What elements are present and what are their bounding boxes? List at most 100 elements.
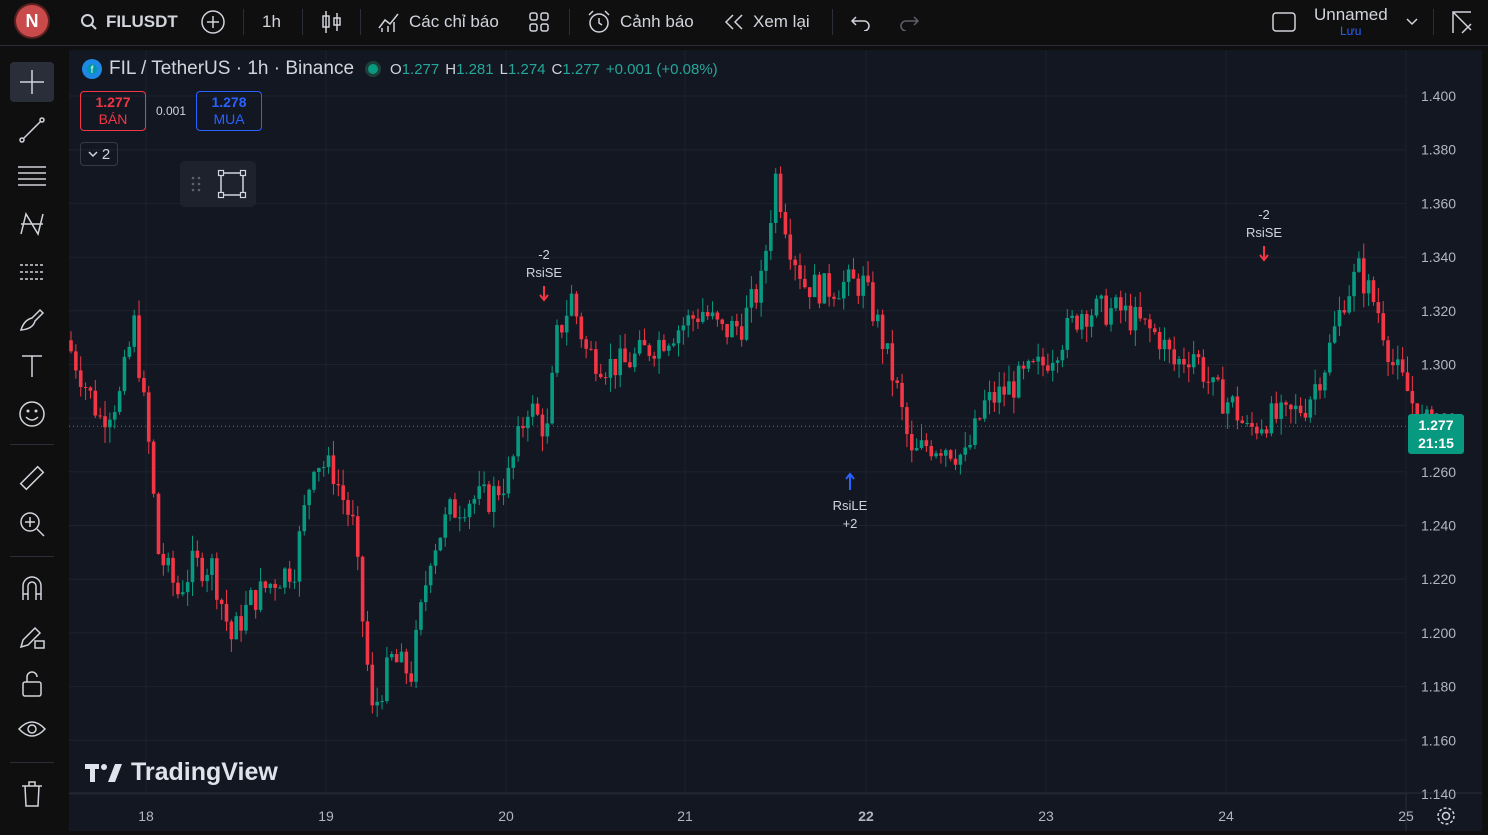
layout-name-button[interactable]: Unnamed Lưu [1314, 5, 1404, 37]
buy-button[interactable]: 1.278 MUA [196, 91, 262, 131]
candle-body [739, 326, 744, 340]
chart-pane[interactable]: 1.4001.3801.3601.3401.3201.3001.2801.260… [69, 50, 1482, 831]
tradingview-logo-icon [85, 763, 122, 782]
candle-body [788, 234, 793, 260]
candle-body [885, 343, 890, 350]
replay-button[interactable]: Xem lại [723, 0, 810, 44]
templates-button[interactable] [528, 0, 550, 44]
signal-name-label: RsiLE [833, 498, 868, 513]
undo-button[interactable] [850, 0, 872, 44]
candle-body [297, 531, 302, 582]
indicators-button[interactable]: Các chỉ báo [377, 0, 499, 44]
candle-body [1337, 309, 1342, 327]
drag-handle-icon[interactable] [186, 172, 206, 196]
candle-body [749, 289, 754, 308]
svg-text:f: f [91, 65, 94, 76]
candle-body [1041, 356, 1045, 366]
candle-body [1026, 361, 1031, 369]
candle-body [1269, 403, 1274, 434]
candle-body [1357, 258, 1361, 272]
candle-body [1352, 271, 1356, 297]
candle-body [914, 447, 919, 451]
hide-drawings-tool[interactable] [10, 710, 54, 750]
candle-body [462, 517, 467, 519]
candle-body [744, 307, 749, 340]
candle-body [1104, 295, 1108, 325]
delete-drawings-tool[interactable] [10, 774, 54, 814]
text-tool[interactable] [10, 346, 54, 386]
candle-body [861, 275, 865, 296]
redo-button[interactable] [898, 0, 920, 44]
price-tick-label: 1.200 [1421, 625, 1456, 641]
legend-title[interactable]: FIL / TetherUS · 1h · Binance [109, 58, 355, 79]
candle-body [1323, 372, 1327, 391]
layout-toggle-button[interactable] [1271, 0, 1297, 44]
interval-button[interactable]: 1h [262, 0, 281, 44]
signal-qty-label: -2 [538, 247, 550, 262]
brush-tool[interactable] [10, 300, 54, 340]
candle-body [1279, 402, 1283, 419]
layout-menu-button[interactable] [1405, 0, 1419, 44]
candle-body [1361, 258, 1366, 294]
candle-body [1381, 313, 1385, 341]
candle-body [103, 416, 107, 428]
measure-tool[interactable] [10, 458, 54, 498]
pattern-tool[interactable] [10, 204, 54, 244]
symbol-search-button[interactable]: FILUSDT [80, 0, 178, 44]
candle-body [890, 343, 895, 381]
candle-body [1016, 365, 1021, 398]
forecast-tool[interactable] [10, 252, 54, 292]
time-tick-label: 25 [1398, 808, 1414, 824]
change-value: +0.001 (+0.08%) [605, 60, 718, 78]
candle-body [953, 458, 958, 465]
zoom-tool[interactable] [10, 504, 54, 544]
candle-body [365, 621, 370, 665]
emoji-tool[interactable] [10, 394, 54, 434]
candle-body [1012, 381, 1016, 398]
magnet-tool[interactable] [10, 568, 54, 608]
lock-icon [22, 671, 42, 697]
settings-gear-icon[interactable] [1436, 806, 1456, 826]
signal-qty-label: -2 [1258, 207, 1270, 222]
candle-body [725, 323, 729, 338]
signal-name-label: RsiSE [1246, 225, 1282, 240]
spread-value: 0.001 [155, 104, 187, 118]
candle-body [234, 616, 239, 640]
candle-body [375, 701, 379, 706]
price-chart[interactable]: 1.4001.3801.3601.3401.3201.3001.2801.260… [69, 50, 1482, 831]
quick-search-button[interactable] [1450, 0, 1474, 44]
trend-line-tool[interactable] [10, 110, 54, 150]
candle-body [1046, 365, 1050, 371]
crosshair-tool[interactable] [10, 62, 54, 102]
lock-drawings-tool[interactable] [10, 664, 54, 704]
candle-body [778, 173, 783, 213]
eye-icon [17, 721, 47, 737]
current-price-label: 1.277 21:15 [1408, 414, 1464, 454]
candle-body [973, 418, 977, 445]
candle-body [69, 340, 73, 352]
candle-body [803, 278, 807, 288]
crosshair-icon [20, 70, 44, 94]
alerts-button[interactable]: Cảnh báo [586, 0, 694, 44]
long-signal-arrow [845, 472, 855, 490]
candle-body [827, 273, 831, 297]
candle-body [637, 339, 642, 354]
candle-body [662, 339, 666, 351]
candle-body [253, 590, 258, 610]
candle-body [642, 339, 647, 346]
candle-body [351, 514, 355, 517]
chart-type-button[interactable] [320, 0, 344, 44]
compare-symbol-button[interactable] [200, 0, 226, 44]
candle-body [929, 445, 934, 457]
stay-drawing-tool[interactable] [10, 616, 54, 656]
fib-tool[interactable] [10, 156, 54, 196]
close-value: 1.277 [562, 60, 600, 78]
text-icon [22, 355, 42, 377]
legend-collapse-button[interactable]: 2 [80, 142, 118, 166]
candle-body [195, 550, 200, 558]
candle-body [851, 269, 856, 279]
candle-body [958, 454, 963, 465]
rectangle-select-icon[interactable] [216, 168, 248, 200]
sell-button[interactable]: 1.277 BÁN [80, 91, 146, 131]
user-avatar[interactable]: N [16, 5, 48, 37]
